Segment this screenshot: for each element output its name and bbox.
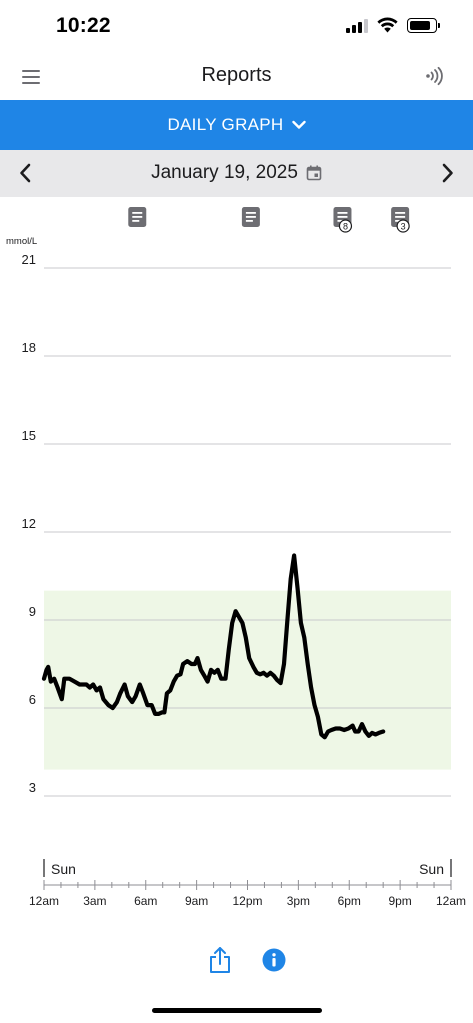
note-icon-line	[245, 212, 256, 214]
x-tick-label: 12am	[436, 894, 466, 908]
note-icon-line	[337, 220, 345, 222]
info-icon[interactable]	[262, 948, 286, 972]
y-tick-label: 9	[29, 604, 36, 619]
note-icon-line	[132, 212, 143, 214]
x-tick-label: 9pm	[388, 894, 411, 908]
view-selector-label: DAILY GRAPH	[167, 115, 284, 134]
page-title: Reports	[201, 64, 272, 86]
status-icons	[346, 17, 440, 33]
chevron-left-icon[interactable]	[16, 162, 36, 184]
y-tick-label: 18	[22, 340, 36, 355]
note-icon[interactable]	[128, 207, 147, 227]
y-tick-label: 6	[29, 692, 36, 707]
chevron-down-icon	[291, 120, 306, 129]
battery-icon	[407, 17, 440, 33]
x-tick-label: 3am	[83, 894, 106, 908]
y-tick-label: 21	[22, 252, 36, 267]
y-tick-label: 3	[29, 780, 36, 795]
note-icon-line	[337, 212, 348, 214]
chevron-right-icon[interactable]	[437, 162, 457, 184]
note-icon-line	[245, 220, 253, 222]
y-tick-label: 12	[22, 516, 36, 531]
date-picker[interactable]: January 19, 2025	[0, 162, 473, 184]
hamburger-menu-icon[interactable]	[22, 70, 40, 84]
date-navigation: January 19, 2025	[0, 150, 473, 197]
x-tick-label: 6pm	[338, 894, 361, 908]
day-end-label: Sun	[419, 861, 444, 877]
note-icon-line	[245, 216, 256, 218]
calendar-icon[interactable]	[306, 165, 322, 181]
daily-glucose-chart: 3 6 9 12 15 18 21 mmol/L 8 3 Sun Sun 12am 3am 6am 9a…	[0, 197, 473, 917]
status-time: 10:22	[56, 14, 111, 37]
note-icon[interactable]	[241, 207, 260, 227]
cellular-signal-icon	[346, 18, 368, 33]
current-date[interactable]: January 19, 2025	[151, 162, 298, 183]
share-icon[interactable]	[208, 946, 232, 974]
note-icon-line	[132, 220, 140, 222]
note-icon-line	[395, 216, 406, 218]
x-tick-label: 9am	[185, 894, 208, 908]
y-tick-label: 15	[22, 428, 36, 443]
target-range-band	[44, 590, 451, 770]
y-axis-unit-label: mmol/L	[6, 236, 37, 247]
note-count-label: 3	[401, 222, 406, 232]
status-bar: 10:22	[0, 0, 473, 52]
note-count-badge	[338, 219, 353, 233]
note-icon-line	[132, 216, 143, 218]
note-icon[interactable]: 3	[391, 207, 410, 233]
nfc-scan-icon[interactable]	[425, 66, 445, 86]
x-tick-label: 12pm	[232, 894, 262, 908]
note-count-label: 8	[343, 222, 348, 232]
daily-graph-selector[interactable]: DAILY GRAPH	[0, 100, 473, 150]
note-count-badge	[396, 219, 410, 233]
note-icon-line	[337, 216, 348, 218]
note-icon-line	[395, 220, 403, 222]
note-icon[interactable]: 8	[333, 207, 353, 233]
wifi-icon	[377, 17, 398, 33]
x-tick-label: 3pm	[287, 894, 310, 908]
glucose-series-line	[41, 553, 386, 740]
x-tick-label: 12am	[29, 894, 59, 908]
note-icon-line	[395, 212, 406, 214]
day-start-label: Sun	[51, 861, 76, 877]
x-tick-label: 6am	[134, 894, 157, 908]
glucose-line-chart: 3 6 9 12 15 18 21 mmol/L 8 3 Sun Sun 12am 3am 6am 9a…	[6, 207, 466, 908]
home-indicator	[152, 1008, 322, 1013]
app-header: Reports	[0, 52, 473, 100]
